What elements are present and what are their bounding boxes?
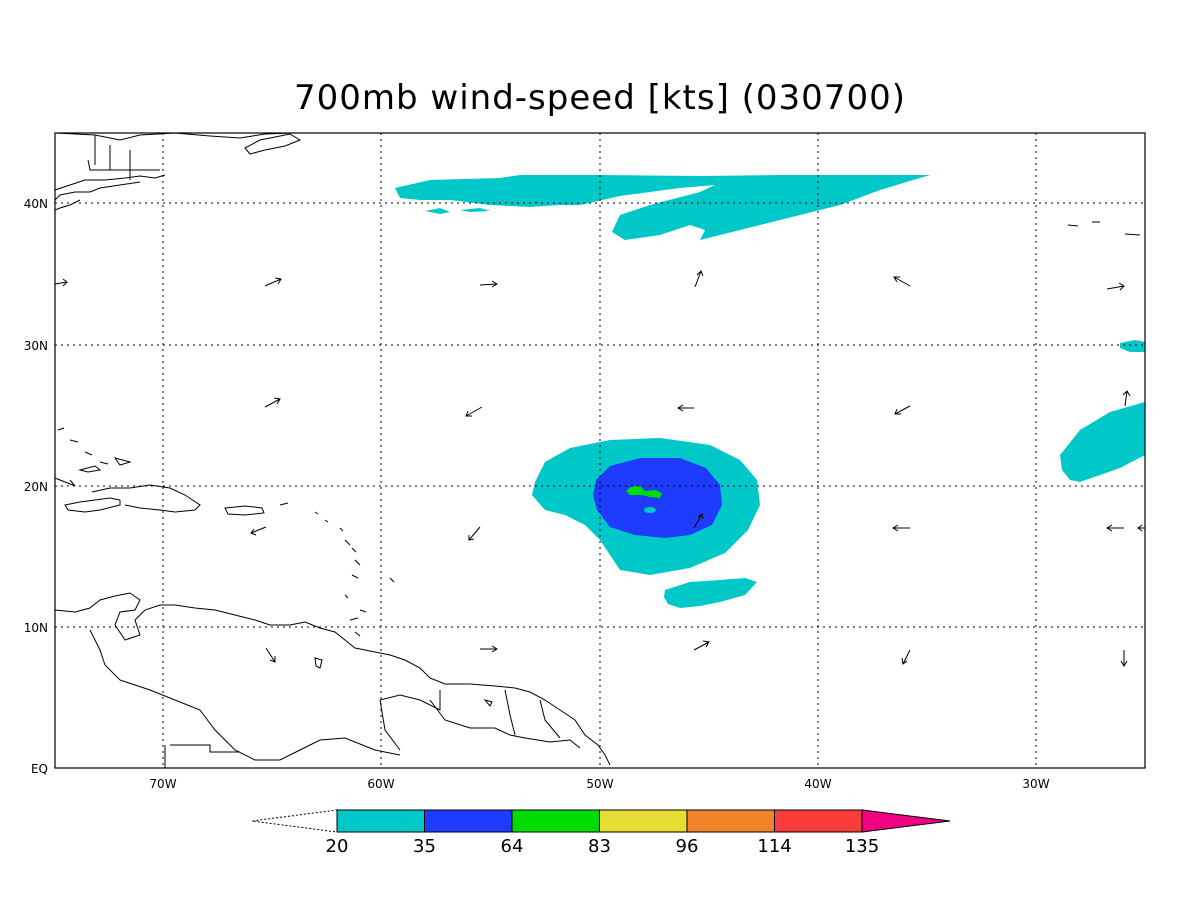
colorbar-label-114: 114 (757, 836, 791, 857)
lon-label-30w: 30W (1022, 777, 1049, 791)
wind-arrow (480, 645, 498, 653)
wind-arrow (265, 647, 276, 663)
wind-arrow (893, 276, 911, 287)
wind-region-storm-tail (664, 578, 757, 608)
colorbar-label-96: 96 (676, 836, 699, 857)
wind-region-storm-core-spot (644, 507, 656, 513)
wind-arrow (693, 640, 710, 651)
wind-region-east-1 (1120, 340, 1145, 352)
coastline-bahamas (57, 427, 132, 473)
colorbar-low-extension (251, 809, 338, 833)
wind-arrow (1120, 650, 1128, 667)
wind-arrow (1122, 390, 1131, 407)
colorbar-segment-96 (686, 809, 775, 833)
coastline-east-islands (1067, 221, 1141, 236)
wind-arrow (677, 404, 694, 412)
colorbar-label-83: 83 (588, 836, 611, 857)
colorbar-label-35: 35 (413, 836, 436, 857)
colorbar-label-64: 64 (501, 836, 524, 857)
coastline-greater-antilles (54, 477, 289, 516)
wind-arrow (901, 649, 911, 665)
wind-arrow (1106, 524, 1124, 532)
colorbar-segment-35 (424, 809, 513, 833)
wind-arrow (250, 526, 267, 536)
wind-region-north-small-2 (460, 208, 490, 212)
lat-label-20n: 20N (24, 480, 48, 494)
colorbar-segment-20 (336, 809, 425, 833)
wind-vectors (54, 270, 1145, 667)
wind-shading (395, 175, 1145, 608)
colorbar-segment-114 (774, 809, 863, 833)
coastline-south-america (54, 592, 611, 768)
plot-area (54, 132, 1146, 769)
wind-region-north-small-1 (425, 208, 450, 214)
wind-arrow (693, 513, 704, 529)
lat-label-eq: EQ (31, 762, 48, 776)
grid-lines (55, 133, 1145, 768)
latitude-labels: 40N 30N 20N 10N EQ (24, 197, 48, 776)
wind-arrow (1137, 524, 1145, 532)
lat-label-40n: 40N (24, 197, 48, 211)
plot-frame (54, 132, 1146, 769)
wind-arrow (479, 280, 498, 288)
coastline-lesser-antilles (314, 511, 395, 669)
lat-label-30n: 30N (24, 339, 48, 353)
coastlines (54, 132, 1141, 768)
wind-arrow (465, 406, 483, 417)
lon-label-40w: 40W (804, 777, 831, 791)
coastline-north-america (54, 132, 302, 211)
wind-arrow (54, 278, 68, 287)
colorbar-segment-64 (511, 809, 600, 833)
lon-label-60w: 60W (367, 777, 394, 791)
colorbar-segment-83 (599, 809, 688, 833)
lon-label-50w: 50W (586, 777, 613, 791)
wind-arrow (694, 270, 704, 288)
wind-arrow (264, 277, 282, 287)
wind-region-east-2 (1060, 402, 1145, 482)
page-title: 700mb wind-speed [kts] (030700) (294, 78, 906, 118)
wind-arrow (264, 397, 281, 408)
wind-arrow (894, 405, 911, 415)
wind-region-storm-inner (593, 458, 722, 538)
wind-arrow (1106, 282, 1125, 291)
wind-region-north-jet (395, 175, 930, 240)
lat-label-10n: 10N (24, 621, 48, 635)
colorbar-label-20: 20 (326, 836, 349, 857)
lon-label-70w: 70W (149, 777, 176, 791)
wind-arrow (468, 526, 481, 541)
longitude-labels: 70W 60W 50W 40W 30W (149, 777, 1049, 791)
colorbar-high-extension (861, 809, 951, 833)
colorbar: 20 35 64 83 96 114 135 (251, 809, 951, 857)
wind-region-storm-core (626, 486, 662, 498)
wind-arrow (892, 524, 910, 532)
colorbar-label-135: 135 (845, 836, 879, 857)
